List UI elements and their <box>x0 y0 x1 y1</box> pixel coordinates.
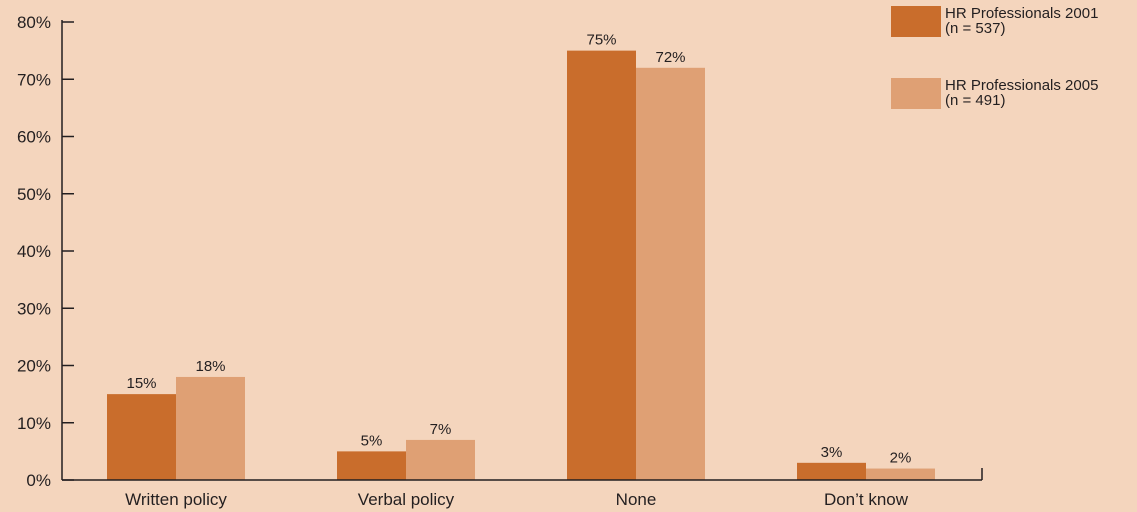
category-label-2: None <box>616 490 657 509</box>
legend-label-series-2-line-1: HR Professionals 2005 <box>945 77 1098 94</box>
y-tick-label-50: 50% <box>17 185 51 204</box>
legend-label-series-2-line-2: (n = 491) <box>945 92 1005 109</box>
value-label-series-1-3: 3% <box>821 444 843 461</box>
legend: HR Professionals 2001(n = 537) HR Profess… <box>891 5 1098 109</box>
bar-series-1-2 <box>567 50 636 480</box>
legend-label-series-1-line-2: (n = 537) <box>945 20 1005 37</box>
value-label-series-2-1: 7% <box>430 421 452 438</box>
legend-label-series-1-line-1: HR Professionals 2001 <box>945 5 1098 22</box>
y-tick-label-70: 70% <box>17 70 51 89</box>
bar-series-2-0 <box>176 376 245 480</box>
bars-layer <box>107 50 935 481</box>
y-tick-label-10: 10% <box>17 414 51 433</box>
bar-series-2-2 <box>636 67 705 481</box>
category-label-0: Written policy <box>125 490 227 509</box>
bar-series-1-3 <box>797 462 866 480</box>
y-tick-label-30: 30% <box>17 299 51 318</box>
value-label-series-1-2: 75% <box>586 32 616 49</box>
legend-swatch-series-2 <box>891 78 941 109</box>
category-label-1: Verbal policy <box>358 490 455 509</box>
y-tick-label-40: 40% <box>17 242 51 261</box>
axes-layer: 0% 10% 20% 30% 40% 50% 60% 70% 80% Written policy… <box>17 13 983 509</box>
y-tick-label-0: 0% <box>26 471 51 490</box>
value-label-series-2-3: 2% <box>890 450 912 467</box>
y-tick-label-20: 20% <box>17 357 51 376</box>
y-tick-label-80: 80% <box>17 13 51 32</box>
bar-series-1-0 <box>107 394 176 480</box>
bar-series-2-3 <box>866 468 935 480</box>
value-label-series-2-2: 72% <box>655 49 685 66</box>
value-label-series-1-1: 5% <box>361 432 383 449</box>
bar-series-2-1 <box>406 439 475 480</box>
legend-swatch-series-1 <box>891 6 941 37</box>
y-tick-label-60: 60% <box>17 128 51 147</box>
category-label-3: Don’t know <box>824 490 909 509</box>
value-labels-layer: 15% 18% 5% 7% 75% 72% 3% 2% <box>126 32 911 467</box>
value-label-series-2-0: 18% <box>195 358 225 375</box>
bar-series-1-1 <box>337 451 406 480</box>
value-label-series-1-0: 15% <box>126 375 156 392</box>
